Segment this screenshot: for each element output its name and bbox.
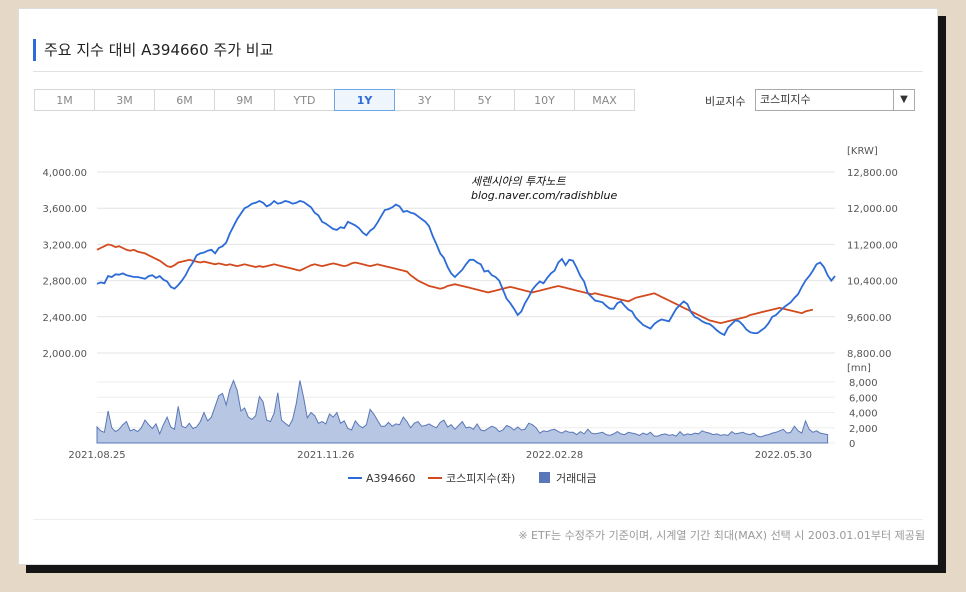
- tab-1y[interactable]: 1Y: [334, 89, 395, 111]
- x-axis-tick: 2022.02.28: [526, 450, 583, 461]
- chart-card: 주요 지수 대비 A394660 주가 비교 1M 3M 6M 9M YTD 1Y 3Y 5Y…: [18, 8, 938, 565]
- left-axis-tick: 2,000.00: [42, 349, 87, 360]
- watermark-line-2: blog.naver.com/radishblue: [471, 189, 618, 202]
- right-axis-tick: 10,400.00: [847, 277, 898, 288]
- tab-9m[interactable]: 9M: [214, 89, 275, 111]
- tab-1m[interactable]: 1M: [34, 89, 95, 111]
- right-axis-tick: 12,800.00: [847, 168, 898, 179]
- right-axis-unit: [KRW]: [847, 146, 878, 157]
- left-axis-tick: 4,000.00: [42, 168, 87, 179]
- footnote: ※ ETF는 수정주가 기준이며, 시계열 기간 최대(MAX) 선택 시 20…: [518, 529, 925, 542]
- left-axis-tick: 2,800.00: [42, 277, 87, 288]
- page-title: 주요 지수 대비 A394660 주가 비교: [33, 39, 273, 61]
- volume-axis-unit: [mn]: [847, 363, 871, 374]
- tab-3y[interactable]: 3Y: [394, 89, 455, 111]
- footer-divider: [33, 519, 923, 520]
- legend-label: 코스피지수(좌): [446, 472, 515, 485]
- chevron-down-icon[interactable]: ▼: [893, 90, 914, 110]
- right-axis-tick: 12,000.00: [847, 204, 898, 215]
- tab-max[interactable]: MAX: [574, 89, 635, 111]
- right-axis-tick: 8,800.00: [847, 349, 892, 360]
- x-axis-tick: 2022.05.30: [755, 450, 812, 461]
- left-axis-tick: 3,600.00: [42, 204, 87, 215]
- compare-selected-value: 코스피지수: [760, 93, 811, 106]
- watermark-line-1: 세렌시아의 투자노트: [471, 175, 566, 188]
- left-axis-tick: 2,400.00: [42, 313, 87, 324]
- volume-axis-tick: 8,000: [849, 378, 878, 389]
- volume-axis-tick: 6,000: [849, 393, 878, 404]
- x-axis-tick: 2021.11.26: [297, 450, 354, 461]
- left-axis-tick: 3,200.00: [42, 240, 87, 251]
- title-divider: [33, 71, 923, 72]
- legend-swatch: [539, 472, 550, 483]
- right-axis-tick: 9,600.00: [847, 313, 892, 324]
- volume-axis-tick: 4,000: [849, 409, 878, 420]
- price-comparison-chart: 4,000.00 3,600.00 3,200.00 2,800.00 2,400.00…: [42, 146, 898, 485]
- x-axis-tick: 2021.08.25: [68, 450, 125, 461]
- tab-6m[interactable]: 6M: [154, 89, 215, 111]
- period-tabs: 1M 3M 6M 9M YTD 1Y 3Y 5Y 10Y MAX: [34, 89, 635, 111]
- legend-label: A394660: [366, 472, 416, 485]
- volume-area: [96, 379, 829, 444]
- compare-label: 비교지수: [705, 95, 746, 108]
- tab-3m[interactable]: 3M: [94, 89, 155, 111]
- right-axis-tick: 11,200.00: [847, 240, 898, 251]
- a394660-price-line: [96, 199, 836, 337]
- volume-axis-tick: 2,000: [849, 424, 878, 435]
- legend-label: 거래대금: [556, 472, 596, 485]
- tab-5y[interactable]: 5Y: [454, 89, 515, 111]
- volume-axis-tick: 0: [849, 439, 855, 450]
- compare-index-select[interactable]: 코스피지수 ▼: [755, 89, 915, 111]
- kospi-index-line: [96, 243, 814, 325]
